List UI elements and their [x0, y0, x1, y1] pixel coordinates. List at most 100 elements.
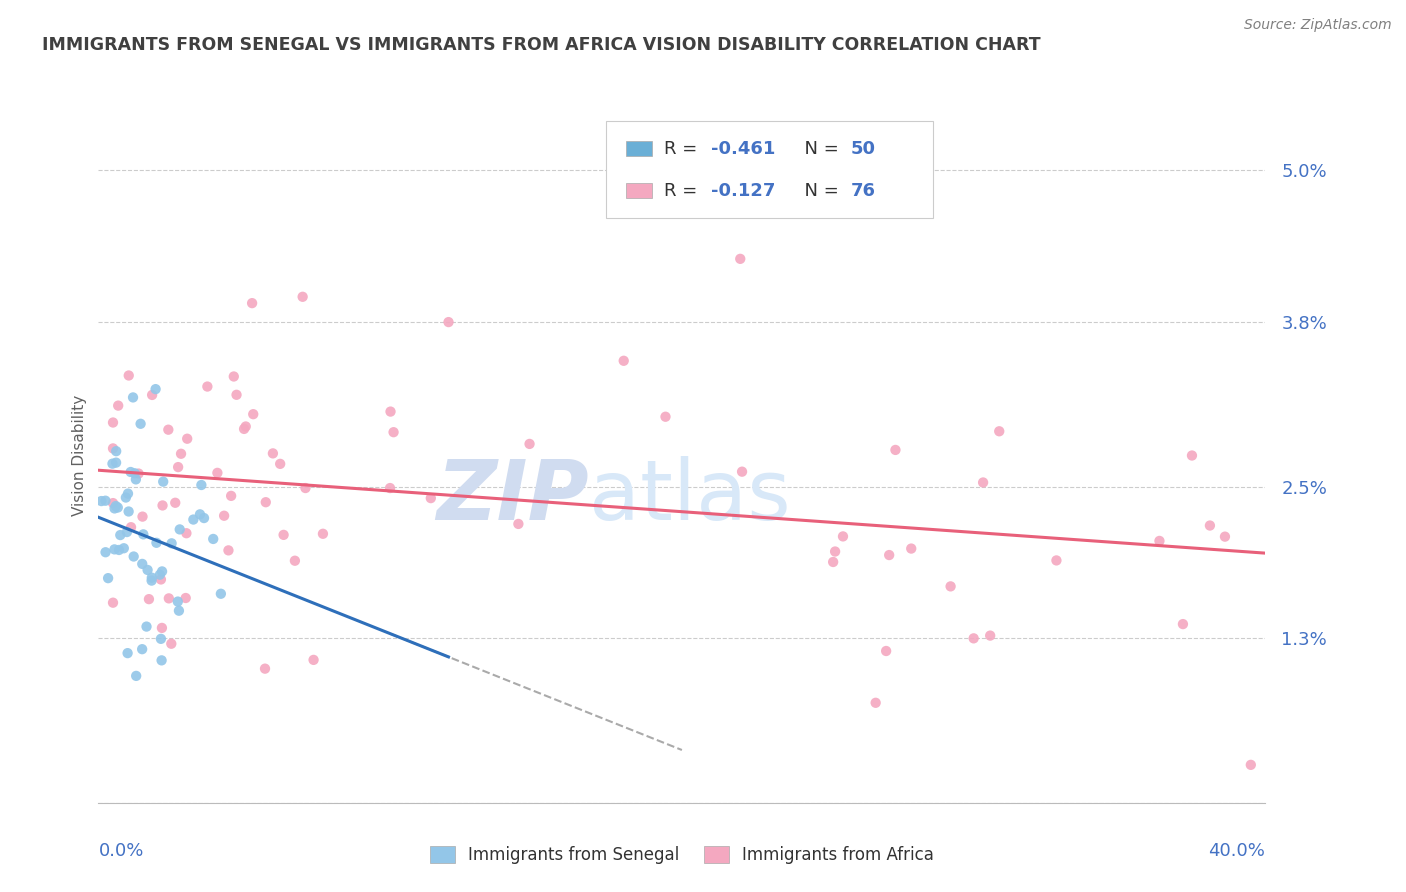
Point	[125, 669, 148, 683]
Text: N =: N =	[793, 140, 844, 158]
Point	[312, 526, 335, 541]
Point	[294, 481, 316, 495]
Point	[262, 446, 284, 460]
Point	[291, 290, 314, 304]
Point	[131, 642, 153, 657]
Point	[112, 541, 135, 556]
Point	[122, 549, 145, 564]
Point	[118, 368, 141, 383]
Point	[195, 379, 218, 393]
Text: 0.0%: 0.0%	[98, 842, 143, 860]
Point	[613, 353, 636, 368]
Point	[157, 423, 180, 437]
Point	[120, 465, 142, 479]
Text: 50: 50	[851, 140, 876, 158]
Point	[131, 557, 153, 571]
Point	[1240, 757, 1263, 772]
Point	[1171, 617, 1194, 632]
Bar	[626, 141, 651, 156]
Point	[129, 417, 152, 431]
Point	[519, 437, 541, 451]
Point	[508, 516, 530, 531]
Text: -0.127: -0.127	[711, 182, 776, 200]
Point	[150, 653, 173, 667]
Point	[122, 391, 145, 405]
Point	[865, 696, 887, 710]
Point	[1213, 530, 1236, 544]
Point	[242, 407, 264, 421]
Text: R =: R =	[665, 182, 703, 200]
Point	[728, 252, 751, 266]
Point	[884, 442, 907, 457]
Text: 40.0%: 40.0%	[1209, 842, 1265, 860]
Point	[108, 543, 131, 558]
Point	[115, 491, 138, 505]
Point	[101, 496, 124, 510]
Point	[627, 188, 650, 202]
Point	[101, 416, 124, 430]
Point	[125, 472, 148, 486]
Point	[832, 529, 855, 543]
Point	[117, 504, 139, 518]
Point	[254, 495, 277, 509]
Point	[117, 486, 139, 500]
FancyBboxPatch shape	[606, 121, 932, 219]
Point	[160, 536, 183, 550]
Point	[284, 554, 307, 568]
Point	[107, 399, 129, 413]
Text: Source: ZipAtlas.com: Source: ZipAtlas.com	[1244, 18, 1392, 32]
Point	[152, 475, 174, 489]
Text: R =: R =	[665, 140, 703, 158]
Point	[104, 499, 127, 513]
Point	[101, 442, 124, 456]
Point	[380, 404, 402, 418]
Point	[160, 637, 183, 651]
Point	[103, 501, 125, 516]
Point	[107, 500, 129, 515]
Point	[145, 536, 167, 550]
Point	[141, 574, 163, 588]
Point	[382, 425, 405, 440]
Point	[124, 467, 146, 481]
Point	[900, 541, 922, 556]
Point	[101, 457, 124, 471]
Point	[105, 444, 128, 458]
Point	[202, 532, 225, 546]
Point	[302, 653, 325, 667]
Point	[132, 527, 155, 541]
Point	[972, 475, 994, 490]
Point	[209, 587, 232, 601]
Point	[225, 388, 247, 402]
Point	[150, 565, 173, 579]
Point	[219, 489, 242, 503]
Point	[135, 619, 157, 633]
Point	[131, 509, 153, 524]
Point	[979, 629, 1001, 643]
Point	[174, 591, 197, 605]
Point	[90, 494, 112, 508]
Point	[128, 467, 150, 481]
Point	[170, 447, 193, 461]
Point	[149, 567, 172, 582]
Point	[152, 499, 174, 513]
Point	[138, 592, 160, 607]
Point	[437, 315, 460, 329]
Point	[190, 478, 212, 492]
Point	[1181, 449, 1204, 463]
Point	[149, 573, 172, 587]
Text: -0.461: -0.461	[711, 140, 776, 158]
Point	[167, 604, 190, 618]
Point	[217, 543, 239, 558]
Point	[110, 528, 132, 542]
Point	[141, 571, 163, 585]
Point	[877, 548, 900, 562]
Point	[117, 646, 139, 660]
Point	[269, 457, 291, 471]
Point	[166, 594, 188, 608]
Point	[167, 460, 190, 475]
Point	[1199, 518, 1222, 533]
Text: N =: N =	[793, 182, 844, 200]
Point	[1045, 553, 1067, 567]
Point	[145, 382, 167, 396]
Point	[141, 388, 163, 402]
